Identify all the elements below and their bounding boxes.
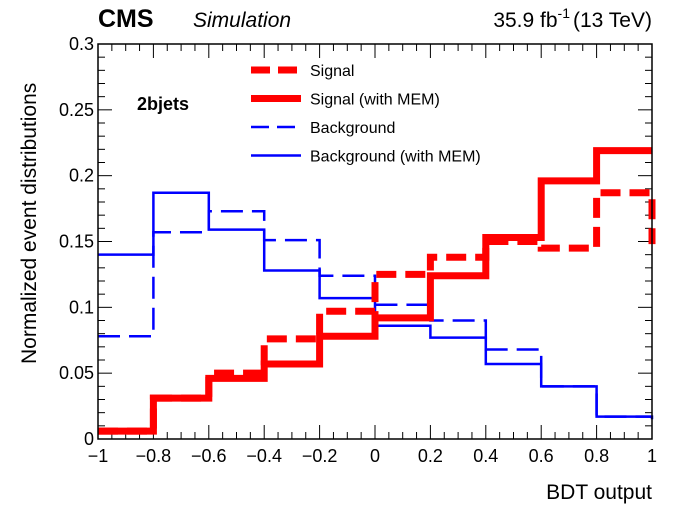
y-tick-label: 0.05 (59, 363, 94, 383)
legend-label: Background (with MEM) (310, 149, 481, 166)
axis-tick-labels: −1 −0.8 −0.6 −0.4 −0.2 0 0.2 0.4 0.6 0.8 1 0 0.05 0.1… (59, 34, 657, 466)
histogram-series (98, 147, 656, 435)
bin-signal (541, 245, 596, 251)
bin-background (209, 208, 264, 214)
bin-background-with-mem (153, 190, 208, 196)
legend-entry-background: Background (251, 120, 395, 137)
x-tick-label: 1 (647, 446, 657, 466)
y-tick-label: 0.3 (69, 34, 94, 54)
legend-entry-signal: Signal (251, 63, 354, 80)
x-tick-label: −0.2 (302, 446, 338, 466)
bin-signal-with-mem (430, 273, 485, 279)
series-signal-with-mem (98, 147, 652, 435)
bin-signal-with-mem (375, 315, 430, 321)
bin-background (320, 273, 375, 279)
bin-background (153, 229, 208, 235)
legend-label: Signal (with MEM) (310, 92, 440, 109)
y-tick-label: 0.25 (59, 100, 94, 120)
y-tick-label: 0.15 (59, 232, 94, 252)
x-tick-label: −0.4 (246, 446, 282, 466)
bin-signal-with-mem (486, 235, 541, 241)
x-tick-label: −1 (88, 446, 109, 466)
x-axis-title: BDT output (546, 481, 652, 504)
x-tick-label: 0.2 (418, 446, 443, 466)
bin-background-with-mem (264, 267, 319, 273)
bin-signal (320, 308, 375, 314)
bin-background (264, 237, 319, 243)
bin-signal (375, 271, 430, 277)
bin-signal-with-mem (264, 361, 319, 367)
x-tick-label: −0.6 (191, 446, 227, 466)
bin-background-with-mem (375, 323, 430, 329)
y-tick-label: 0.1 (69, 297, 94, 317)
bin-background-with-mem (209, 227, 264, 233)
plot-frame (97, 43, 653, 440)
legend: Signal Signal (with MEM) Background Backgro… (251, 63, 481, 166)
bin-background (486, 346, 541, 352)
bin-background (430, 318, 485, 324)
bin-background-with-mem (486, 361, 541, 367)
bin-background (375, 302, 430, 308)
bin-background-with-mem (98, 252, 153, 258)
bin-signal-with-mem (98, 428, 153, 434)
bin-background-with-mem (430, 335, 485, 341)
x-tick-label: 0.6 (529, 446, 554, 466)
bin-background-with-mem (597, 414, 652, 420)
bin-signal-with-mem (209, 375, 264, 381)
y-tick-label: 0 (84, 429, 94, 449)
x-tick-label: 0.4 (473, 446, 498, 466)
bin-signal (264, 336, 319, 342)
bin-signal (430, 254, 485, 260)
luminosity-exponent: -1 (558, 5, 571, 21)
luminosity-label: 35.9 fb-1 (13 TeV) (493, 5, 652, 32)
y-tick-label: 0.2 (69, 166, 94, 186)
bin-signal-with-mem (541, 178, 596, 184)
x-tick-label: 0.8 (584, 446, 609, 466)
legend-entry-signal-with-mem: Signal (with MEM) (251, 92, 440, 109)
category-label: 2bjets (137, 94, 189, 114)
legend-label: Background (310, 120, 395, 137)
y-axis-title: Normalized event distributions (18, 83, 41, 364)
legend-label: Signal (310, 63, 354, 80)
bin-signal-with-mem (153, 395, 208, 401)
x-tick-label: −0.8 (136, 446, 172, 466)
bin-signal-with-mem (597, 148, 652, 154)
step-line-signal-with-mem (98, 147, 652, 435)
energy-value: (13 TeV) (573, 9, 652, 32)
bin-background-with-mem (541, 383, 596, 389)
series-background-with-mem (98, 190, 654, 420)
bin-background (98, 333, 153, 339)
status-label: Simulation (193, 9, 291, 32)
bin-background-with-mem (320, 295, 375, 301)
legend-entry-background-with-mem: Background (with MEM) (251, 149, 481, 166)
bin-signal-with-mem (320, 333, 375, 339)
bin-signal (597, 190, 652, 196)
luminosity-value: 35.9 fb (493, 9, 557, 32)
x-tick-label: 0 (370, 446, 380, 466)
experiment-label: CMS (98, 5, 154, 33)
